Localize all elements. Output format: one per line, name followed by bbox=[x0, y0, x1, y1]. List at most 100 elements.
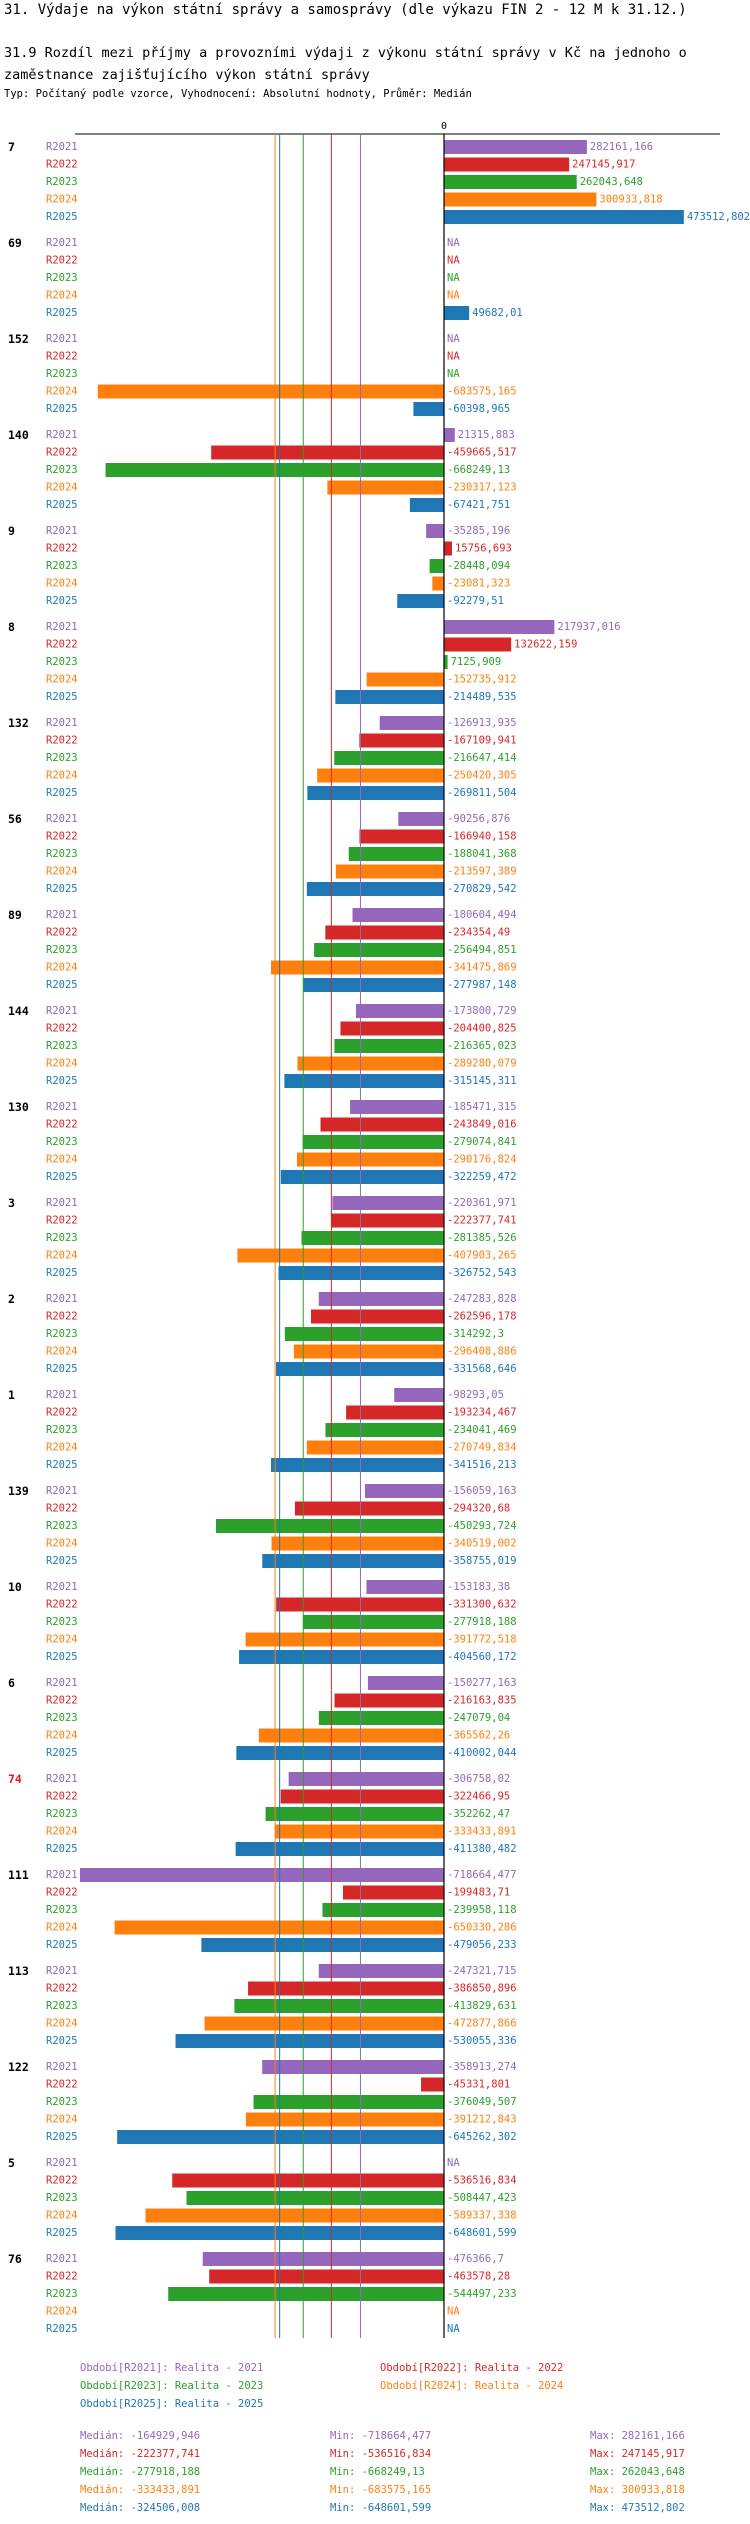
value-label: -358913,274 bbox=[447, 2061, 517, 2073]
series-label: R2022 bbox=[46, 1023, 78, 1035]
bar bbox=[262, 2060, 444, 2074]
category-label: 7 bbox=[8, 140, 15, 154]
value-label: -28448,094 bbox=[447, 560, 510, 572]
bar bbox=[235, 1842, 444, 1856]
series-label: R2025 bbox=[46, 787, 78, 799]
value-label: -331300,632 bbox=[447, 1599, 517, 1611]
bar bbox=[426, 524, 444, 538]
bar bbox=[444, 541, 452, 556]
stat-median: Medián: -222377,741 bbox=[80, 2448, 201, 2460]
bar bbox=[307, 786, 444, 800]
value-label: -152735,912 bbox=[447, 674, 517, 686]
bar bbox=[314, 943, 444, 957]
series-label: R2023 bbox=[46, 848, 78, 860]
value-label: -199483,71 bbox=[447, 1887, 510, 1899]
bar bbox=[297, 1152, 444, 1167]
bar bbox=[325, 925, 444, 940]
bar bbox=[366, 672, 444, 687]
series-label: R2021 bbox=[46, 1005, 78, 1017]
series-label: R2022 bbox=[46, 2175, 78, 2187]
series-label: R2021 bbox=[46, 1101, 78, 1113]
series-label: R2023 bbox=[46, 368, 78, 380]
bar bbox=[350, 1100, 444, 1114]
bar bbox=[348, 847, 444, 861]
bar bbox=[201, 1938, 444, 1952]
value-label: NA bbox=[447, 272, 460, 284]
series-label: R2025 bbox=[46, 1843, 78, 1855]
value-label: 21315,883 bbox=[458, 429, 515, 441]
category-label: 113 bbox=[8, 1964, 29, 1978]
value-label: -544497,233 bbox=[447, 2288, 517, 2300]
bar bbox=[168, 2287, 444, 2301]
bar bbox=[317, 768, 444, 783]
bar bbox=[271, 1458, 444, 1472]
bar bbox=[379, 716, 444, 730]
series-label: R2024 bbox=[46, 2018, 78, 2030]
value-label: -476366,7 bbox=[447, 2253, 504, 2265]
value-label: -314292,3 bbox=[447, 1328, 504, 1340]
series-label: R2023 bbox=[46, 1136, 78, 1148]
series-label: R2024 bbox=[46, 386, 78, 398]
bar bbox=[335, 690, 444, 704]
bar bbox=[334, 751, 444, 765]
chart-subtitle: 31.9 Rozdíl mezi příjmy a provozními výd… bbox=[4, 45, 687, 83]
series-label: R2025 bbox=[46, 307, 78, 319]
series-label: R2022 bbox=[46, 1887, 78, 1899]
bar bbox=[310, 1309, 444, 1324]
series-label: R2022 bbox=[46, 255, 78, 267]
bar bbox=[318, 1292, 444, 1306]
value-label: -277918,188 bbox=[447, 1616, 517, 1628]
series-label: R2025 bbox=[46, 2131, 78, 2143]
value-label: -281385,526 bbox=[447, 1232, 517, 1244]
series-label: R2024 bbox=[46, 1250, 78, 1262]
value-label: NA bbox=[447, 351, 460, 363]
value-label: -270749,834 bbox=[447, 1442, 517, 1454]
value-label: -718664,477 bbox=[447, 1869, 517, 1881]
bar bbox=[204, 2016, 444, 2031]
bar bbox=[397, 594, 444, 608]
bar bbox=[444, 210, 684, 224]
value-label: -589337,338 bbox=[447, 2210, 517, 2222]
series-label: R2021 bbox=[46, 813, 78, 825]
value-label: -472877,866 bbox=[447, 2018, 517, 2030]
stat-max: Max: 473512,802 bbox=[590, 2502, 685, 2514]
series-label: R2024 bbox=[46, 1538, 78, 1550]
category-label: 8 bbox=[8, 620, 15, 634]
value-label: -216647,414 bbox=[447, 752, 517, 764]
series-label: R2021 bbox=[46, 2061, 78, 2073]
series-label: R2024 bbox=[46, 770, 78, 782]
series-label: R2021 bbox=[46, 2157, 78, 2169]
value-label: -220361,971 bbox=[447, 1197, 517, 1209]
bar bbox=[366, 1580, 444, 1594]
series-label: R2023 bbox=[46, 176, 78, 188]
legend-item: Období[R2023]: Realita - 2023 bbox=[80, 2380, 264, 2392]
bar bbox=[444, 620, 555, 634]
value-label: -250420,305 bbox=[447, 770, 517, 782]
series-label: R2025 bbox=[46, 211, 78, 223]
series-label: R2025 bbox=[46, 2323, 78, 2335]
value-label: -391772,518 bbox=[447, 1634, 517, 1646]
bar bbox=[320, 1117, 444, 1132]
value-label: -341475,869 bbox=[447, 962, 517, 974]
series-label: R2023 bbox=[46, 1328, 78, 1340]
bar bbox=[327, 480, 444, 495]
bar bbox=[280, 1170, 444, 1184]
series-label: R2024 bbox=[46, 2306, 78, 2318]
value-label: -315145,311 bbox=[447, 1075, 517, 1087]
value-label: -213597,389 bbox=[447, 866, 517, 878]
value-label: -413829,631 bbox=[447, 2000, 517, 2012]
value-label: -234041,469 bbox=[447, 1424, 517, 1436]
category-label: 74 bbox=[8, 1772, 22, 1786]
series-label: R2022 bbox=[46, 2271, 78, 2283]
value-label: -180604,494 bbox=[447, 909, 517, 921]
bar bbox=[258, 1728, 444, 1743]
value-label: -277987,148 bbox=[447, 979, 517, 991]
category-label: 2 bbox=[8, 1292, 15, 1306]
value-label: 473512,802 bbox=[687, 211, 750, 223]
bar bbox=[444, 157, 570, 172]
series-label: R2024 bbox=[46, 962, 78, 974]
bar bbox=[288, 1772, 444, 1786]
series-label: R2021 bbox=[46, 621, 78, 633]
series-label: R2023 bbox=[46, 1904, 78, 1916]
